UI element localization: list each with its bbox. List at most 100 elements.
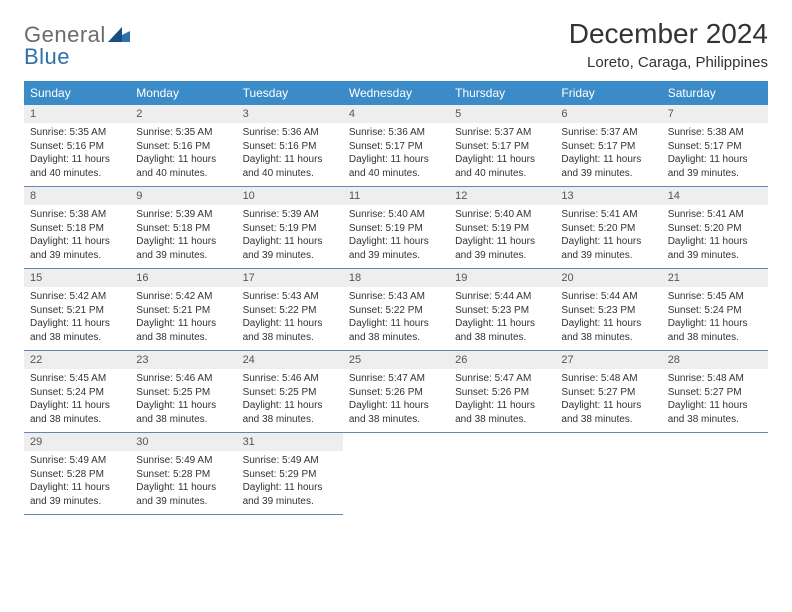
sunset-text: Sunset: 5:23 PM: [455, 304, 549, 318]
calendar-cell: 1Sunrise: 5:35 AMSunset: 5:16 PMDaylight…: [24, 105, 130, 187]
sunrise-text: Sunrise: 5:43 AM: [243, 290, 337, 304]
day-body: Sunrise: 5:47 AMSunset: 5:26 PMDaylight:…: [449, 369, 555, 432]
daylight-text-2: and 40 minutes.: [455, 167, 549, 181]
day-number: 28: [662, 351, 768, 369]
day-body: Sunrise: 5:39 AMSunset: 5:18 PMDaylight:…: [130, 205, 236, 268]
calendar-cell: [343, 433, 449, 515]
day-number: 8: [24, 187, 130, 205]
day-number: 1: [24, 105, 130, 123]
calendar-cell: 5 Sunrise: 5:37 AMSunset: 5:17 PMDaylight…: [449, 105, 555, 187]
day-number: 10: [237, 187, 343, 205]
col-monday: Monday: [130, 81, 236, 105]
logo-mark-icon: [108, 24, 130, 46]
day-body: Sunrise: 5:39 AMSunset: 5:19 PMDaylight:…: [237, 205, 343, 268]
calendar-cell: 14Sunrise: 5:41 AMSunset: 5:20 PMDayligh…: [662, 187, 768, 269]
header: General Blue December 2024 Loreto, Carag…: [24, 18, 768, 71]
daylight-text-1: Daylight: 11 hours: [349, 317, 443, 331]
sunrise-text: Sunrise: 5:42 AM: [30, 290, 124, 304]
daylight-text-1: Daylight: 11 hours: [455, 317, 549, 331]
calendar-body: 1Sunrise: 5:35 AMSunset: 5:16 PMDaylight…: [24, 105, 768, 515]
daylight-text-2: and 39 minutes.: [668, 249, 762, 263]
calendar-cell: 10Sunrise: 5:39 AMSunset: 5:19 PMDayligh…: [237, 187, 343, 269]
logo-word2: Blue: [24, 46, 130, 68]
calendar-cell: 25Sunrise: 5:47 AMSunset: 5:26 PMDayligh…: [343, 351, 449, 433]
daylight-text-1: Daylight: 11 hours: [668, 317, 762, 331]
daylight-text-1: Daylight: 11 hours: [243, 153, 337, 167]
daylight-text-1: Daylight: 11 hours: [455, 235, 549, 249]
daylight-text-2: and 38 minutes.: [349, 331, 443, 345]
sunset-text: Sunset: 5:16 PM: [30, 140, 124, 154]
calendar-cell: 2Sunrise: 5:35 AMSunset: 5:16 PMDaylight…: [130, 105, 236, 187]
daylight-text-1: Daylight: 11 hours: [561, 399, 655, 413]
page-title: December 2024: [569, 18, 768, 50]
sunrise-text: Sunrise: 5:49 AM: [136, 454, 230, 468]
day-body: Sunrise: 5:48 AMSunset: 5:27 PMDaylight:…: [662, 369, 768, 432]
calendar-cell: 3Sunrise: 5:36 AMSunset: 5:16 PMDaylight…: [237, 105, 343, 187]
daylight-text-1: Daylight: 11 hours: [455, 153, 549, 167]
day-body: Sunrise: 5:41 AMSunset: 5:20 PMDaylight:…: [555, 205, 661, 268]
day-body: Sunrise: 5:44 AMSunset: 5:23 PMDaylight:…: [449, 287, 555, 350]
sunset-text: Sunset: 5:19 PM: [455, 222, 549, 236]
sunrise-text: Sunrise: 5:46 AM: [243, 372, 337, 386]
sunset-text: Sunset: 5:25 PM: [136, 386, 230, 400]
calendar-cell: 28Sunrise: 5:48 AMSunset: 5:27 PMDayligh…: [662, 351, 768, 433]
sunset-text: Sunset: 5:26 PM: [349, 386, 443, 400]
calendar-cell: 16Sunrise: 5:42 AMSunset: 5:21 PMDayligh…: [130, 269, 236, 351]
sunrise-text: Sunrise: 5:37 AM: [455, 126, 549, 140]
day-number: 22: [24, 351, 130, 369]
day-body: Sunrise: 5:36 AMSunset: 5:17 PMDaylight:…: [343, 123, 449, 186]
daylight-text-1: Daylight: 11 hours: [136, 153, 230, 167]
day-number: 19: [449, 269, 555, 287]
calendar-cell: 7Sunrise: 5:38 AMSunset: 5:17 PMDaylight…: [662, 105, 768, 187]
sunset-text: Sunset: 5:17 PM: [561, 140, 655, 154]
daylight-text-1: Daylight: 11 hours: [455, 399, 549, 413]
daylight-text-2: and 38 minutes.: [243, 413, 337, 427]
daylight-text-1: Daylight: 11 hours: [136, 399, 230, 413]
day-body: Sunrise: 5:49 AMSunset: 5:28 PMDaylight:…: [24, 451, 130, 514]
daylight-text-2: and 38 minutes.: [136, 413, 230, 427]
daylight-text-2: and 38 minutes.: [243, 331, 337, 345]
sunrise-text: Sunrise: 5:43 AM: [349, 290, 443, 304]
col-saturday: Saturday: [662, 81, 768, 105]
day-body: Sunrise: 5:38 AMSunset: 5:17 PMDaylight:…: [662, 123, 768, 186]
sunrise-text: Sunrise: 5:39 AM: [136, 208, 230, 222]
calendar-cell: 30Sunrise: 5:49 AMSunset: 5:28 PMDayligh…: [130, 433, 236, 515]
day-number: 25: [343, 351, 449, 369]
calendar-row: 15Sunrise: 5:42 AMSunset: 5:21 PMDayligh…: [24, 269, 768, 351]
daylight-text-2: and 39 minutes.: [561, 167, 655, 181]
day-body: Sunrise: 5:43 AMSunset: 5:22 PMDaylight:…: [343, 287, 449, 350]
day-body: Sunrise: 5:36 AMSunset: 5:16 PMDaylight:…: [237, 123, 343, 186]
calendar-cell: 8Sunrise: 5:38 AMSunset: 5:18 PMDaylight…: [24, 187, 130, 269]
daylight-text-1: Daylight: 11 hours: [668, 153, 762, 167]
sunrise-text: Sunrise: 5:46 AM: [136, 372, 230, 386]
day-body: Sunrise: 5:45 AMSunset: 5:24 PMDaylight:…: [662, 287, 768, 350]
day-number: 23: [130, 351, 236, 369]
sunset-text: Sunset: 5:19 PM: [349, 222, 443, 236]
day-body: Sunrise: 5:35 AMSunset: 5:16 PMDaylight:…: [130, 123, 236, 186]
calendar-cell: [555, 433, 661, 515]
daylight-text-2: and 38 minutes.: [30, 331, 124, 345]
daylight-text-2: and 38 minutes.: [561, 413, 655, 427]
day-body: Sunrise: 5:40 AMSunset: 5:19 PMDaylight:…: [343, 205, 449, 268]
day-number: 4: [343, 105, 449, 123]
sunset-text: Sunset: 5:18 PM: [30, 222, 124, 236]
day-number: 5: [449, 105, 555, 123]
sunrise-text: Sunrise: 5:38 AM: [30, 208, 124, 222]
daylight-text-2: and 38 minutes.: [455, 331, 549, 345]
day-body: Sunrise: 5:37 AMSunset: 5:17 PMDaylight:…: [555, 123, 661, 186]
sunrise-text: Sunrise: 5:49 AM: [243, 454, 337, 468]
sunset-text: Sunset: 5:22 PM: [349, 304, 443, 318]
sunset-text: Sunset: 5:29 PM: [243, 468, 337, 482]
calendar-cell: [662, 433, 768, 515]
day-body: Sunrise: 5:40 AMSunset: 5:19 PMDaylight:…: [449, 205, 555, 268]
daylight-text-2: and 39 minutes.: [243, 249, 337, 263]
calendar-cell: 17Sunrise: 5:43 AMSunset: 5:22 PMDayligh…: [237, 269, 343, 351]
day-number: 12: [449, 187, 555, 205]
sunrise-text: Sunrise: 5:39 AM: [243, 208, 337, 222]
day-body: Sunrise: 5:48 AMSunset: 5:27 PMDaylight:…: [555, 369, 661, 432]
sunrise-text: Sunrise: 5:44 AM: [455, 290, 549, 304]
day-number: 15: [24, 269, 130, 287]
day-body: Sunrise: 5:46 AMSunset: 5:25 PMDaylight:…: [237, 369, 343, 432]
day-number: 21: [662, 269, 768, 287]
sunset-text: Sunset: 5:17 PM: [455, 140, 549, 154]
